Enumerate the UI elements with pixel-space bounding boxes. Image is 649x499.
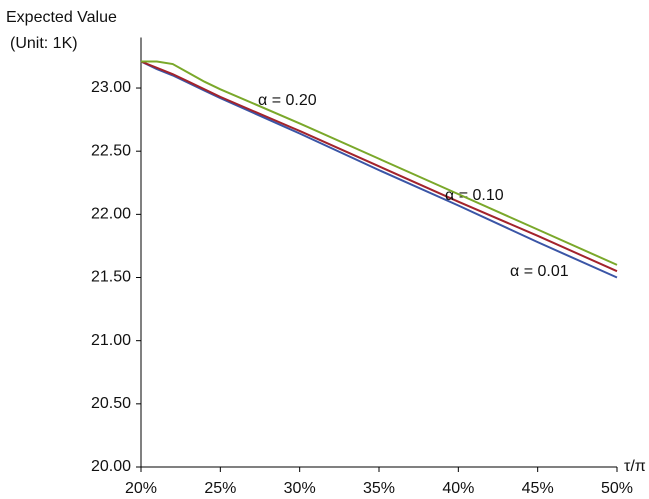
- x-tick-label: 20%: [125, 480, 157, 497]
- x-tick-label: 25%: [204, 480, 236, 497]
- x-tick-label: 40%: [442, 480, 474, 497]
- y-tick-label: 22.50: [91, 142, 131, 159]
- x-tick-label: 35%: [363, 480, 395, 497]
- y-tick-label: 21.00: [91, 332, 131, 349]
- series-line: [140, 60, 618, 273]
- y-axis-label: Expected Value: [6, 9, 117, 26]
- series-line: [141, 60, 618, 266]
- y-tick-label: 21.50: [91, 269, 131, 286]
- y-tick-label: 23.00: [91, 79, 131, 96]
- y-tick-label: 22.00: [91, 206, 131, 223]
- x-tick-label: 50%: [601, 480, 633, 497]
- x-tick-label: 45%: [522, 480, 554, 497]
- series-label: α = 0.01: [510, 263, 569, 280]
- series-label: α = 0.20: [258, 92, 317, 109]
- y-tick-label: 20.00: [91, 458, 131, 475]
- x-tick-label: 30%: [284, 480, 316, 497]
- series-line: [140, 60, 618, 279]
- y-tick-label: 20.50: [91, 395, 131, 412]
- x-axis-label: τ/π: [624, 458, 646, 475]
- y-axis-label: (Unit: 1K): [10, 35, 78, 52]
- series-label: α = 0.10: [445, 187, 504, 204]
